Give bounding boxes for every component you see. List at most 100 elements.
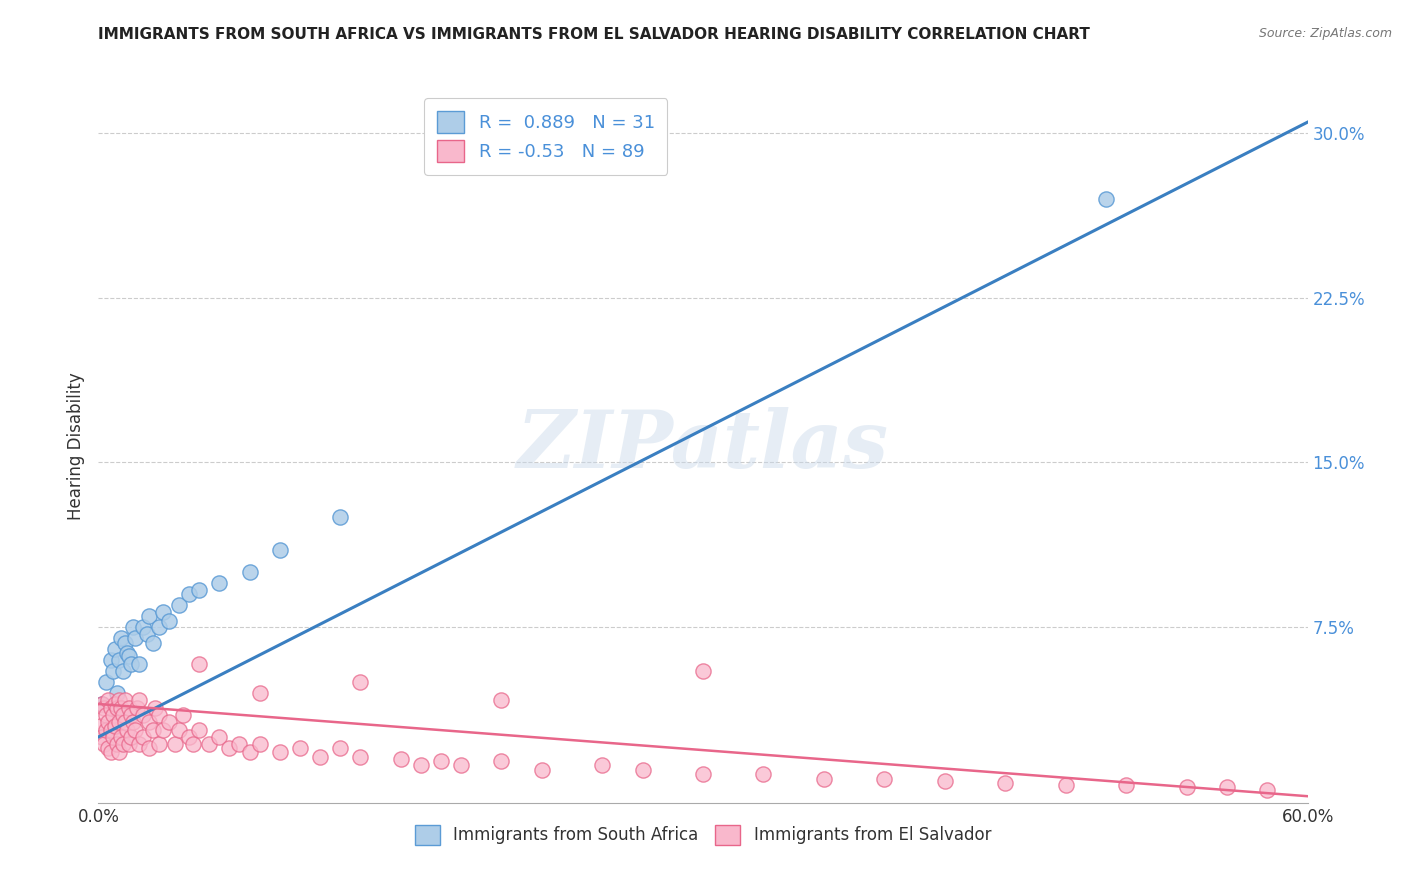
Point (249, 737, 271, 751)
Point (114, 635, 136, 649)
Point (91, 730, 114, 744)
Point (309, 749, 332, 764)
Point (138, 740, 160, 755)
Point (107, 692, 129, 706)
Point (1216, 780, 1239, 795)
Point (491, 692, 513, 706)
Point (188, 582, 211, 597)
Point (138, 609, 160, 624)
Point (105, 701, 128, 715)
Point (157, 714, 180, 729)
Point (103, 697, 125, 711)
Point (120, 708, 142, 723)
Y-axis label: Hearing Disability: Hearing Disability (66, 372, 84, 520)
Point (329, 740, 352, 755)
Point (349, 749, 371, 764)
Point (288, 740, 311, 755)
Point (97, 692, 120, 706)
Point (107, 745, 129, 759)
Point (692, 767, 714, 781)
Point (249, 686, 271, 700)
Point (120, 730, 142, 744)
Point (181, 737, 204, 751)
Point (115, 723, 138, 738)
Point (101, 664, 124, 678)
Point (121, 620, 143, 634)
Point (142, 635, 165, 649)
Point (1175, 780, 1198, 795)
Point (125, 701, 148, 715)
Point (100, 701, 122, 715)
Point (813, 772, 835, 786)
Point (101, 708, 124, 723)
Point (450, 758, 472, 772)
Point (208, 576, 231, 591)
Point (96, 723, 118, 738)
Point (111, 708, 134, 723)
Point (157, 614, 180, 628)
Point (198, 737, 221, 751)
Point (132, 708, 155, 723)
Point (103, 642, 125, 657)
Point (105, 686, 128, 700)
Point (349, 675, 371, 690)
Point (107, 653, 129, 667)
Point (148, 708, 170, 723)
Point (111, 664, 134, 678)
Point (409, 758, 432, 772)
Legend: R =  0.889   N = 31, R = -0.53   N = 89: R = 0.889 N = 31, R = -0.53 N = 89 (425, 98, 668, 175)
Point (114, 714, 136, 729)
Point (269, 543, 291, 558)
Point (120, 657, 142, 672)
Point (239, 566, 262, 580)
Point (239, 745, 262, 759)
Point (389, 752, 412, 766)
Point (105, 737, 128, 751)
Point (138, 714, 160, 729)
Point (143, 701, 166, 715)
Point (118, 648, 141, 663)
Point (218, 740, 240, 755)
Point (118, 737, 141, 751)
Point (752, 767, 775, 781)
Point (148, 737, 170, 751)
Point (179, 730, 201, 744)
Point (91, 697, 114, 711)
Point (124, 631, 146, 645)
Point (124, 723, 146, 738)
Point (103, 719, 125, 733)
Point (491, 754, 513, 768)
Point (132, 620, 155, 634)
Point (208, 730, 231, 744)
Text: Source: ZipAtlas.com: Source: ZipAtlas.com (1258, 27, 1392, 40)
Point (107, 714, 129, 729)
Text: IMMIGRANTS FROM SOUTH AFRICA VS IMMIGRANTS FROM EL SALVADOR HEARING DISABILITY C: IMMIGRANTS FROM SOUTH AFRICA VS IMMIGRAN… (98, 27, 1090, 42)
Point (96, 675, 118, 690)
Point (188, 723, 211, 738)
Point (1095, 192, 1118, 206)
Point (114, 692, 136, 706)
Point (934, 773, 956, 788)
Point (591, 758, 613, 772)
Point (121, 714, 143, 729)
Point (91, 697, 114, 711)
Point (97, 740, 120, 755)
Point (430, 754, 453, 768)
Point (100, 653, 122, 667)
Point (110, 730, 132, 744)
Point (1115, 778, 1137, 792)
Point (1256, 782, 1278, 797)
Point (167, 723, 190, 738)
Point (111, 737, 134, 751)
Point (873, 772, 896, 786)
Point (100, 723, 122, 738)
Point (110, 631, 132, 645)
Point (115, 647, 138, 661)
Point (179, 587, 201, 601)
Point (329, 510, 352, 524)
Point (152, 605, 174, 619)
Point (994, 776, 1017, 790)
Point (167, 598, 190, 612)
Point (100, 745, 122, 759)
Point (530, 763, 553, 777)
